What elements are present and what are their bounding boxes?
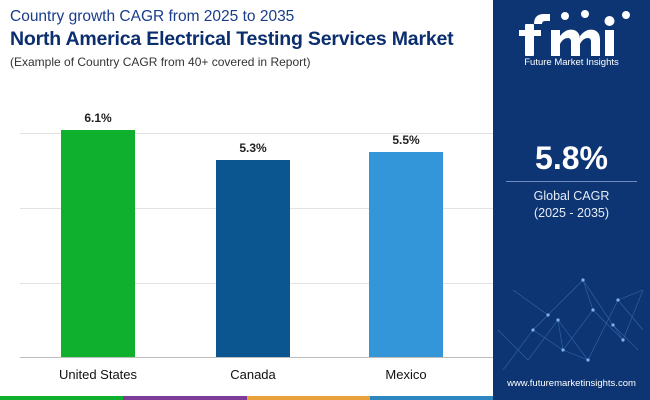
bar-canada	[216, 159, 290, 357]
fmi-logo	[519, 10, 630, 56]
cagr-divider	[506, 181, 637, 182]
global-cagr-value: 5.8%	[535, 140, 608, 176]
network-decoration	[497, 278, 644, 371]
bar-value-label: 5.3%	[239, 140, 267, 155]
x-tick-label: Mexico	[385, 367, 427, 382]
x-axis-baseline	[20, 357, 493, 358]
chart-title-line1: Country growth CAGR from 2025 to 2035	[10, 8, 295, 25]
gridline	[20, 133, 493, 134]
chart-area: Country growth CAGR from 2025 to 2035 No…	[0, 8, 493, 400]
chart-title-line2: North America Electrical Testing Service…	[10, 28, 454, 50]
bottom-color-strip	[0, 396, 493, 400]
x-tick-label: Canada	[230, 367, 276, 382]
bar-value-label: 6.1%	[84, 111, 112, 125]
bar-mexico	[369, 152, 443, 357]
strip-segment-orange	[246, 396, 370, 400]
global-cagr-label: Global CAGR	[533, 189, 610, 203]
bar-united-states	[61, 130, 135, 357]
global-cagr-range: (2025 - 2035)	[533, 206, 610, 220]
website-url: www.futuremarketinsights.com	[507, 378, 636, 389]
strip-segment-purple	[123, 396, 247, 400]
bar-value-label: 5.5%	[392, 133, 420, 148]
brand-name: Future Market Insights	[524, 57, 619, 68]
x-tick-label: United States	[58, 367, 138, 382]
strip-segment-green	[0, 396, 124, 400]
chart-subtitle: (Example of Country CAGR from 40+ covere…	[10, 55, 311, 69]
summary-panel: Future Market Insights 5.8% Global CAGR …	[493, 0, 650, 400]
strip-segment-blue	[369, 396, 493, 400]
